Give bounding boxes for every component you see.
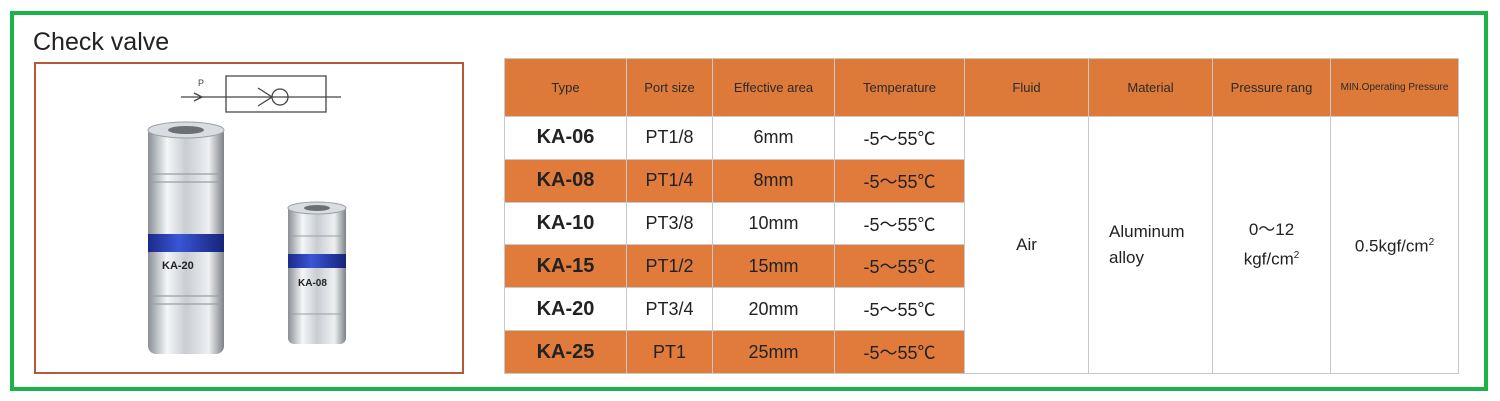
header-fluid: Fluid [964,58,1089,117]
large-valve-label: KA-20 [162,260,194,272]
pressure-unit-superscript: 2 [1293,250,1300,262]
large-valve-icon [147,121,225,354]
small-valve-icon [287,201,347,344]
cell-temp: -5～55℃ [834,287,965,332]
header-effective-area: Effective area [712,58,835,117]
cell-fluid: Air [964,116,1089,374]
spec-table: Type Port size Effective area Temperatur… [504,58,1459,374]
cell-type: KA-06 [504,116,627,160]
table-row: KA-15 PT1/2 15mm -5～55℃ [504,244,1459,289]
pressure-range-value: 0～12 [1248,220,1295,240]
table-row: KA-08 PT1/4 8mm -5～55℃ [504,158,1459,203]
cell-area: 15mm [712,244,835,289]
cell-port: PT3/4 [626,287,713,332]
cell-type: KA-20 [504,287,627,332]
min-pressure-value: 0.5kgf/cm [1354,236,1429,256]
cell-type: KA-15 [504,244,627,289]
cell-type: KA-08 [504,158,627,203]
cell-port: PT1/8 [626,116,713,160]
header-pressure-range: Pressure rang [1212,58,1331,117]
material-line-2: alloy [1109,248,1144,267]
cell-area: 8mm [712,158,835,203]
table-row: KA-06 PT1/8 6mm -5～55℃ Air Aluminum allo… [504,116,1459,374]
product-illustration: P KA-20 KA-08 [147,75,347,354]
cell-temp: -5～55℃ [834,158,965,203]
cell-port: PT1/2 [626,244,713,289]
small-valve-label: KA-08 [298,278,327,289]
cell-temp: -5～55℃ [834,116,965,160]
outer-frame [10,11,1488,391]
cell-material: Aluminum alloy [1088,116,1213,374]
header-temperature: Temperature [834,58,965,117]
header-min-pressure: MIN.Operating Pressure [1330,58,1459,117]
min-pressure-superscript: 2 [1428,237,1435,249]
port-label: P [198,78,204,88]
table-row: KA-10 PT3/8 10mm -5～55℃ [504,201,1459,246]
cell-temp: -5～55℃ [834,330,965,374]
cell-pressure-range: 0～12 kgf/cm2 [1212,116,1331,374]
header-material: Material [1088,58,1213,117]
pressure-range-unit: kgf/cm [1243,249,1294,269]
cell-port: PT3/8 [626,201,713,246]
cell-type: KA-25 [504,330,627,374]
product-photo: P KA-20 KA-08 [34,62,464,374]
table-row: KA-25 PT1 25mm -5～55℃ [504,330,1459,374]
cell-area: 6mm [712,116,835,160]
cell-temp: -5～55℃ [834,244,965,289]
page-title: Check valve [33,28,170,56]
cell-area: 10mm [712,201,835,246]
cell-type: KA-10 [504,201,627,246]
header-type: Type [504,58,627,117]
check-valve-symbol [181,75,341,113]
header-row: Type Port size Effective area Temperatur… [504,58,1459,117]
header-port-size: Port size [626,58,713,117]
cell-temp: -5～55℃ [834,201,965,246]
cell-area: 20mm [712,287,835,332]
cell-port: PT1/4 [626,158,713,203]
material-line-1: Aluminum [1109,222,1185,241]
cell-min-pressure: 0.5kgf/cm2 [1330,116,1459,374]
table-row: KA-20 PT3/4 20mm -5～55℃ [504,287,1459,332]
cell-area: 25mm [712,330,835,374]
cell-port: PT1 [626,330,713,374]
